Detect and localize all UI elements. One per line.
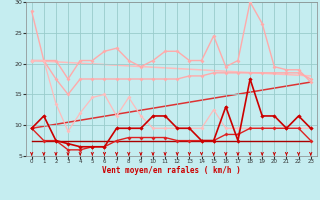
X-axis label: Vent moyen/en rafales ( km/h ): Vent moyen/en rafales ( km/h ): [102, 166, 241, 175]
